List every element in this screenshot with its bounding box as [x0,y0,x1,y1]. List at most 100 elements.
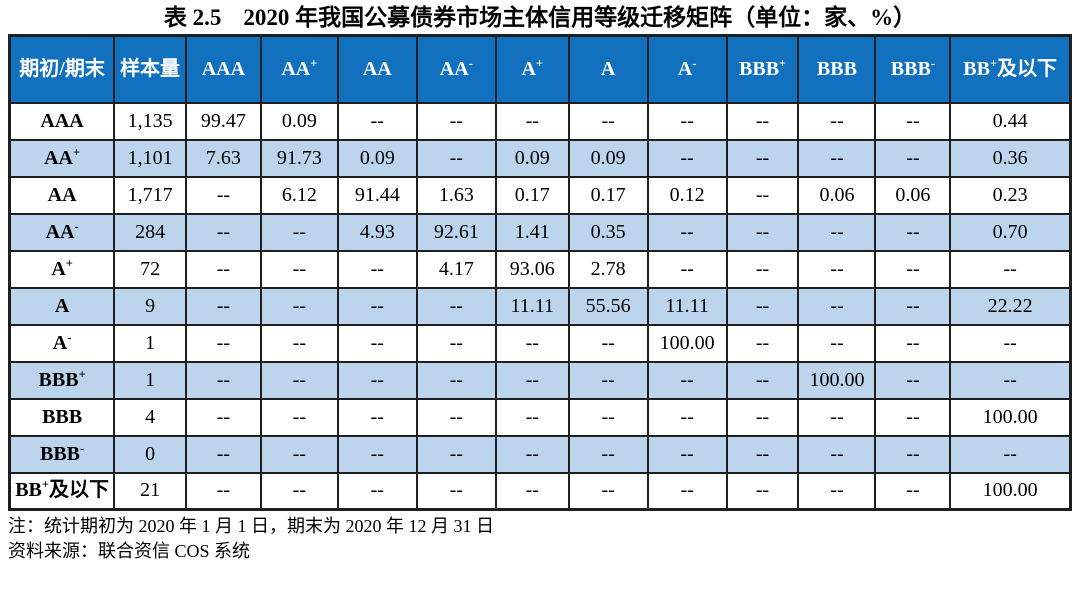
table-header-row: 期初/期末 样本量 AAA AA+ AA AA- A+ A A- BBB+ BBB BBB- BB+及以… [8,34,1072,104]
table-body: AAA 1,135 99.47 0.09 -- -- -- -- -- -- -- -- 0.44 AA+… [8,101,1072,511]
sample-count-cell: 1 [113,360,187,400]
value-cell: -- [797,138,877,178]
sample-count-cell: 9 [113,286,187,326]
value-cell: -- [797,397,877,437]
row-label-cell: BBB+ [8,360,116,400]
sample-count-cell: 21 [113,471,187,511]
value-cell: -- [184,249,262,289]
row-label-cell: A+ [8,249,116,289]
row-label-cell: BBB [8,397,116,437]
value-cell: -- [259,360,339,400]
value-cell: -- [184,286,262,326]
value-cell: -- [415,101,497,141]
table-footnotes: 注：统计期初为 2020 年 1 月 1 日，期末为 2020 年 12 月 3… [8,514,1080,564]
row-label-cell: AAA [8,101,116,141]
value-cell: -- [874,471,952,511]
value-cell: -- [646,249,728,289]
value-cell: -- [797,286,877,326]
value-cell: -- [494,434,570,474]
value-cell: 0.12 [646,175,728,215]
header-cell-5: AA- [415,34,497,104]
value-cell: 0.09 [494,138,570,178]
value-cell: -- [725,434,800,474]
value-cell: -- [184,175,262,215]
value-cell: 92.61 [415,212,497,252]
value-cell: -- [725,397,800,437]
table-row: BBB 4 -- -- -- -- -- -- -- -- -- -- 100.00 [8,397,1072,437]
value-cell: -- [874,434,952,474]
value-cell: -- [874,212,952,252]
value-cell: -- [725,101,800,141]
value-cell: -- [494,323,570,363]
value-cell: 100.00 [646,323,728,363]
row-label-cell: BBB- [8,434,116,474]
value-cell: 0.09 [336,138,418,178]
value-cell: -- [797,101,877,141]
value-cell: -- [259,471,339,511]
row-label-cell: BB+及以下 [8,471,116,511]
header-cell-7: A [567,34,649,104]
header-cell-9: BBB+ [725,34,800,104]
table-row: A+ 72 -- -- -- 4.17 93.06 2.78 -- -- -- -- -- [8,249,1072,289]
value-cell: -- [797,323,877,363]
value-cell: -- [494,360,570,400]
value-cell: -- [874,323,952,363]
rating-migration-table: 期初/期末 样本量 AAA AA+ AA AA- A+ A A- BBB+ BBB BBB- BB+及以… [8,34,1072,511]
value-cell: -- [874,249,952,289]
value-cell: -- [184,397,262,437]
value-cell: -- [567,101,649,141]
value-cell: 100.00 [949,397,1072,437]
header-cell-10: BBB [797,34,877,104]
value-cell: -- [415,286,497,326]
table-row: BBB+ 1 -- -- -- -- -- -- -- -- 100.00 -- -- [8,360,1072,400]
value-cell: -- [415,360,497,400]
value-cell: 0.09 [567,138,649,178]
value-cell: -- [874,360,952,400]
value-cell: 0.23 [949,175,1072,215]
header-cell-4: AA [336,34,418,104]
value-cell: -- [415,323,497,363]
sample-count-cell: 72 [113,249,187,289]
value-cell: -- [725,286,800,326]
table-title: 表 2.5 2020 年我国公募债券市场主体信用等级迁移矩阵（单位：家、%） [0,2,1080,34]
value-cell: 2.78 [567,249,649,289]
value-cell: -- [646,434,728,474]
value-cell: 7.63 [184,138,262,178]
value-cell: -- [336,286,418,326]
value-cell: 55.56 [567,286,649,326]
value-cell: -- [494,471,570,511]
value-cell: -- [336,360,418,400]
header-cell-6: A+ [494,34,570,104]
value-cell: -- [874,101,952,141]
sample-count-cell: 1,101 [113,138,187,178]
value-cell: 0.44 [949,101,1072,141]
value-cell: -- [259,249,339,289]
value-cell: 4.17 [415,249,497,289]
value-cell: -- [494,397,570,437]
value-cell: -- [725,360,800,400]
value-cell: -- [874,138,952,178]
header-cell-12: BB+及以下 [949,34,1072,104]
value-cell: 11.11 [646,286,728,326]
value-cell: -- [725,471,800,511]
sample-count-cell: 1 [113,323,187,363]
value-cell: 0.17 [494,175,570,215]
value-cell: 1.63 [415,175,497,215]
header-cell-1: 样本量 [113,34,187,104]
footnote-source: 资料来源：联合资信 COS 系统 [8,541,251,561]
sample-count-cell: 0 [113,434,187,474]
value-cell: -- [797,212,877,252]
value-cell: -- [494,101,570,141]
value-cell: -- [567,397,649,437]
value-cell: -- [567,360,649,400]
value-cell: -- [336,249,418,289]
row-label-cell: AA+ [8,138,116,178]
row-label-cell: AA [8,175,116,215]
header-cell-3: AA+ [259,34,339,104]
value-cell: -- [259,397,339,437]
table-row: AAA 1,135 99.47 0.09 -- -- -- -- -- -- -- -- 0.44 [8,101,1072,141]
value-cell: 99.47 [184,101,262,141]
value-cell: -- [797,434,877,474]
table-title-text: 2020 年我国公募债券市场主体信用等级迁移矩阵（单位：家、%） [243,5,917,30]
value-cell: -- [184,212,262,252]
